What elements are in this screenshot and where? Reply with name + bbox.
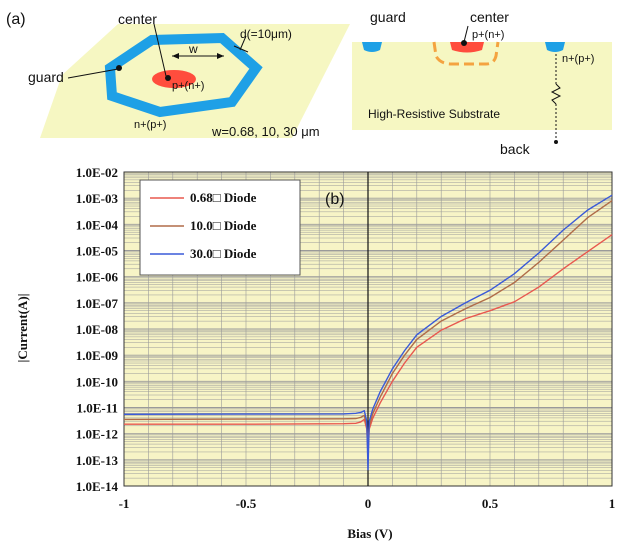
center-contact-leader	[463, 25, 469, 43]
y-tick-label: 1.0E-03	[76, 191, 119, 206]
x-tick-label: -0.5	[236, 496, 257, 511]
x-axis-label: Bias (V)	[347, 526, 392, 541]
w-arrow-head-left	[172, 53, 179, 59]
back-contact-dot	[554, 140, 558, 144]
cross-section: guard center p+(n+) n+(p+) High-Resistiv…	[352, 9, 612, 157]
center-label: center	[118, 11, 157, 27]
x-tick-label: 0.5	[482, 496, 499, 511]
y-axis-label: |Current(A)|	[15, 293, 30, 362]
y-tick-label: 1.0E-07	[76, 296, 119, 311]
depletion-region	[432, 41, 500, 66]
center-implant-section	[450, 42, 484, 53]
tick-labels: 1.0E-14 1.0E-13 1.0E-12 1.0E-11 1.0E-10 1.0E-…	[76, 165, 616, 511]
cross-center-label: center	[470, 9, 509, 25]
cross-side-implant-label: n+(p+)	[562, 53, 594, 65]
y-tick-label: 1.0E-13	[76, 453, 119, 468]
substrate-label: High-Resistive Substrate	[368, 107, 500, 121]
w-arrow-head-right	[217, 53, 224, 59]
guard-dot	[116, 65, 122, 71]
cross-section-substrate	[352, 42, 612, 130]
y-tick-label: 1.0E-08	[76, 322, 119, 337]
cross-center-implant-label: p+(n+)	[472, 29, 504, 41]
w-label: w	[188, 42, 198, 56]
x-tick-label: 1	[609, 496, 616, 511]
guard-implant-label: n+(p+)	[134, 119, 166, 131]
y-tick-label: 1.0E-02	[76, 165, 118, 180]
y-tick-label: 1.0E-11	[76, 401, 118, 416]
y-tick-label: 1.0E-06	[76, 270, 119, 285]
series-line	[123, 194, 613, 471]
legend-entry: 10.0□ Diode	[190, 218, 257, 233]
substrate-resistor-icon	[550, 83, 562, 105]
sizes-label: w=0.68, 10, 30 μm	[211, 124, 320, 139]
x-tick-label: 0	[365, 496, 372, 511]
legend: 0.68□ Diode 10.0□ Diode 30.0□ Diode	[139, 179, 301, 276]
chart: 1.0E-14 1.0E-13 1.0E-12 1.0E-11 1.0E-10 1.0E-…	[15, 165, 615, 541]
y-tick-label: 1.0E-04	[76, 217, 119, 232]
series-line	[123, 200, 613, 448]
legend-entry: 0.68□ Diode	[190, 190, 257, 205]
y-tick-label: 1.0E-14	[76, 479, 119, 494]
panel-a-label: (a)	[6, 11, 26, 28]
series-line	[124, 234, 613, 456]
y-tick-label: 1.0E-10	[76, 374, 118, 389]
center-dot	[165, 75, 171, 81]
top-view: center w d(=10μm) p+(n+) guard n+(p+) w=…	[28, 11, 350, 139]
cross-guard-label: guard	[370, 9, 406, 25]
panel-a: (a) center w d(=10μm) p+(n+) guard n+(p+…	[6, 9, 612, 157]
axes	[123, 171, 613, 487]
center-contact-dot	[461, 40, 467, 46]
back-label: back	[500, 141, 531, 157]
legend-entry: 30.0□ Diode	[190, 246, 257, 261]
center-implant	[152, 70, 196, 88]
x-tick-label: -1	[119, 496, 130, 511]
y-tick-label: 1.0E-09	[76, 348, 119, 363]
guard-label: guard	[28, 69, 64, 85]
series-layer	[123, 194, 613, 471]
d-tick-left	[233, 45, 249, 53]
center-implant-label: p+(n+)	[172, 80, 204, 92]
left-guard-implant	[362, 42, 382, 52]
legend-box	[139, 179, 301, 276]
guard-ring	[104, 32, 263, 118]
y-tick-label: 1.0E-05	[76, 244, 119, 259]
y-tick-label: 1.0E-12	[76, 427, 118, 442]
d-label: d(=10μm)	[240, 27, 292, 41]
guard-leader	[67, 68, 119, 79]
d-leader	[239, 35, 247, 51]
right-guard-implant	[545, 42, 565, 52]
center-leader	[153, 23, 167, 77]
panel-b-label: (b)	[325, 191, 345, 208]
